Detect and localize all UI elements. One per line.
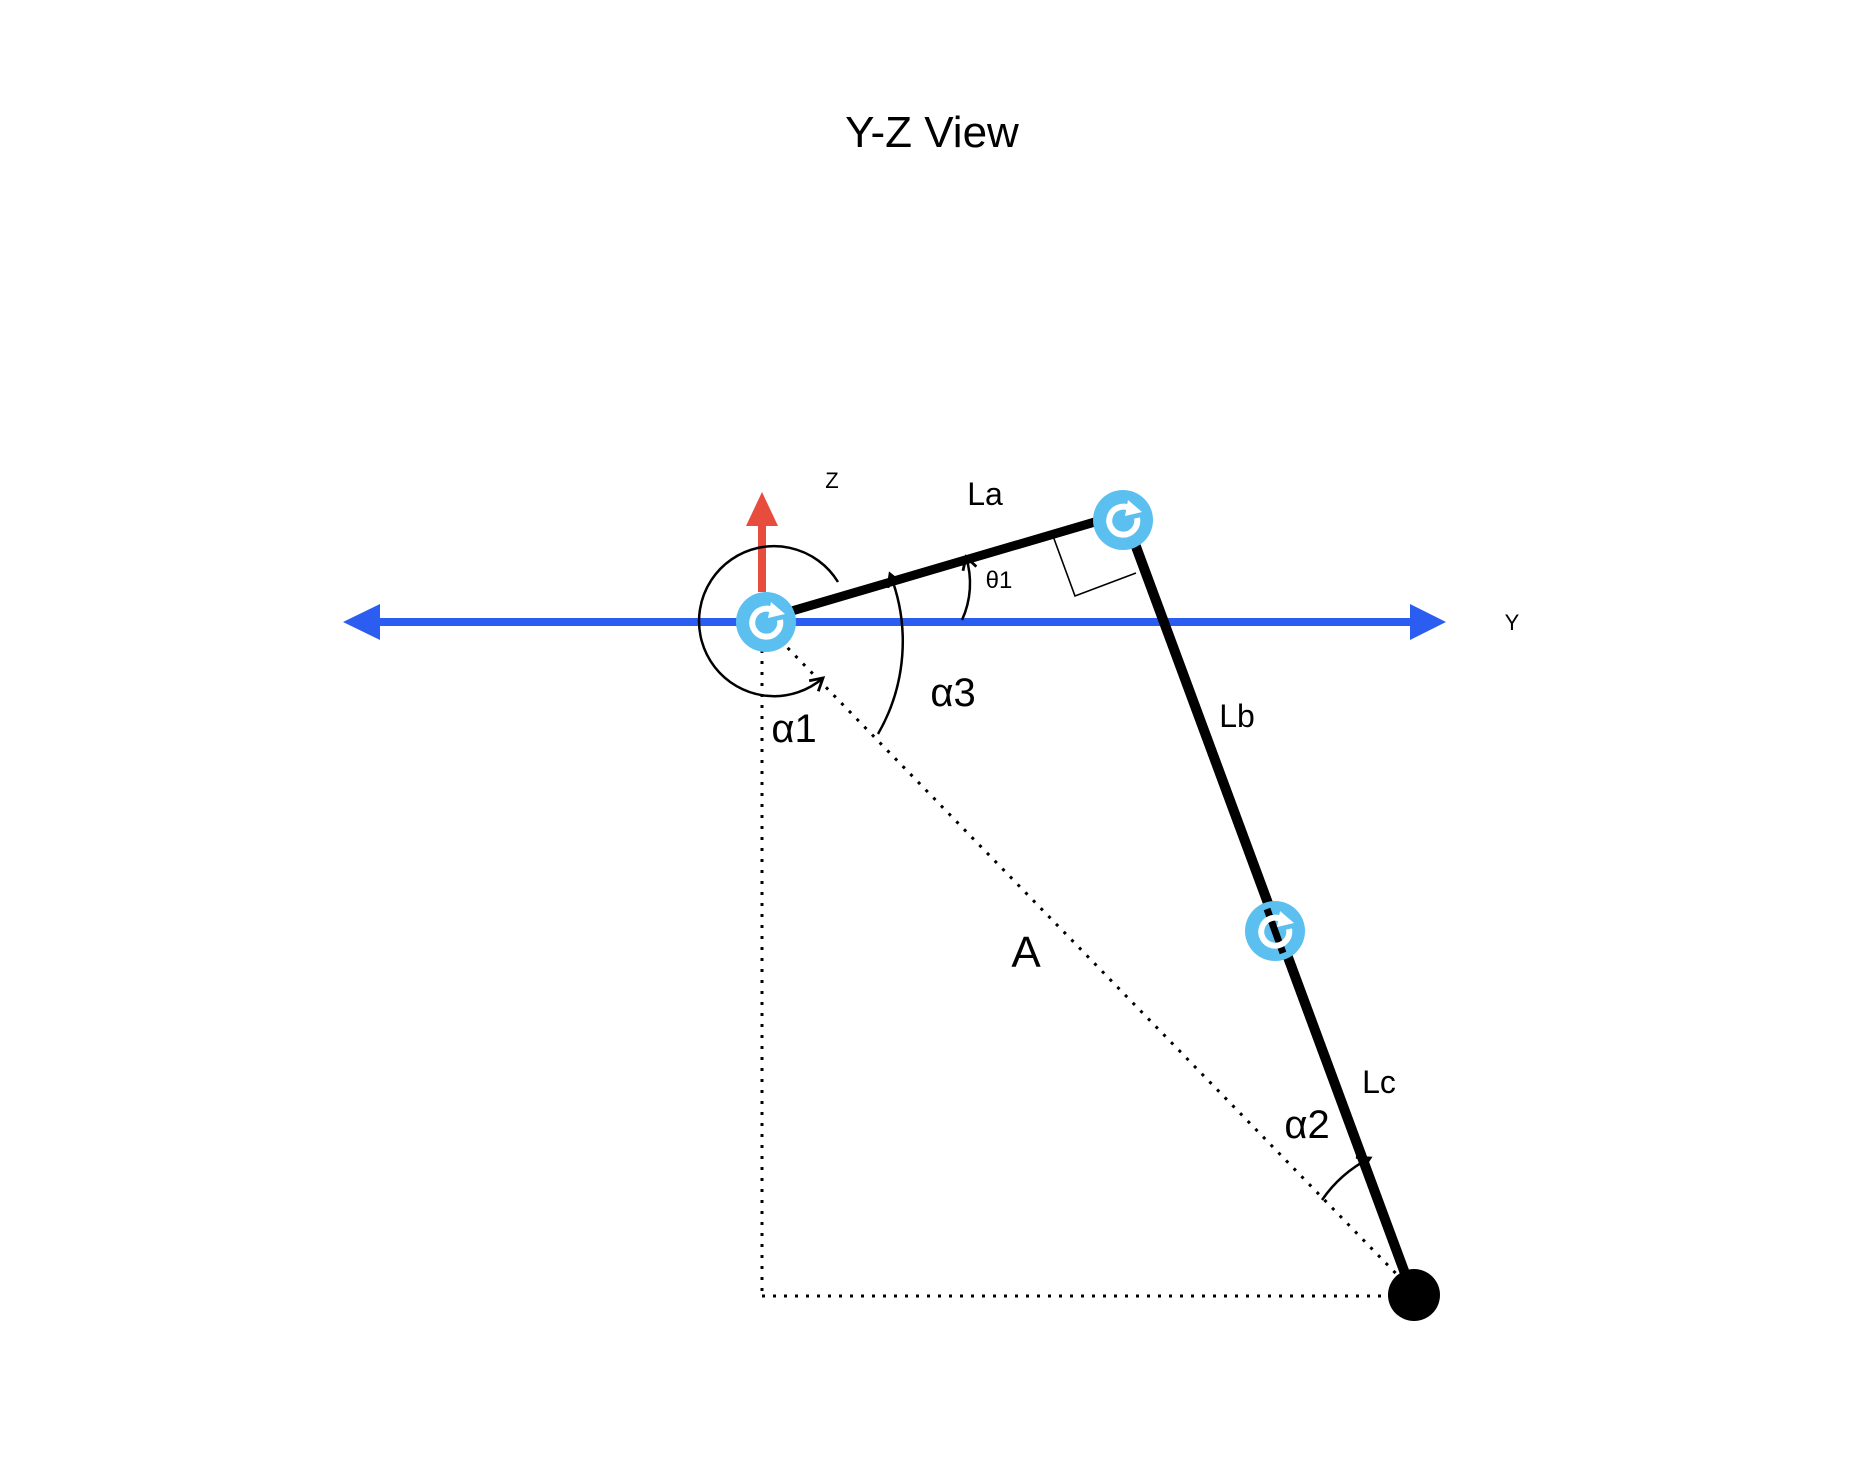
link-lb-label: Lb xyxy=(1219,698,1255,734)
diagram-title: Y-Z View xyxy=(845,108,1019,157)
construction-lines xyxy=(760,638,1414,1298)
y-axis-left-arrowhead xyxy=(343,604,380,640)
z-axis-arrowhead xyxy=(746,492,778,526)
y-axis xyxy=(343,604,1446,640)
link-la-label: La xyxy=(967,476,1003,512)
base-joint xyxy=(736,592,796,652)
link-la xyxy=(766,509,1124,623)
z-axis-label: Z xyxy=(825,468,838,493)
end-effector-dot-icon xyxy=(1388,1269,1440,1321)
alpha3-arc xyxy=(876,571,904,735)
alpha1-arc xyxy=(697,544,840,698)
elbow-joint xyxy=(1093,490,1153,550)
alpha2-label: α2 xyxy=(1284,1103,1329,1147)
link-lc-label: Lc xyxy=(1362,1064,1396,1100)
rotation-joint-icon xyxy=(1258,911,1294,949)
rotation-joint-icon xyxy=(749,602,785,640)
rotation-joint-icon xyxy=(1106,500,1142,538)
y-axis-right-arrowhead xyxy=(1410,604,1446,640)
z-axis xyxy=(746,492,778,592)
wrist-joint xyxy=(1245,901,1305,961)
alpha2-arc xyxy=(1320,1155,1373,1201)
alpha3-label: α3 xyxy=(930,671,975,715)
y-axis-label: Y xyxy=(1505,610,1520,635)
right-angle-marker xyxy=(1052,535,1137,598)
distance-a-label: A xyxy=(1011,928,1041,977)
dotted-distance-line-a xyxy=(778,638,1414,1292)
alpha1-label: α1 xyxy=(771,707,816,751)
theta1-arc xyxy=(960,554,978,621)
theta1-label: θ1 xyxy=(986,567,1013,594)
